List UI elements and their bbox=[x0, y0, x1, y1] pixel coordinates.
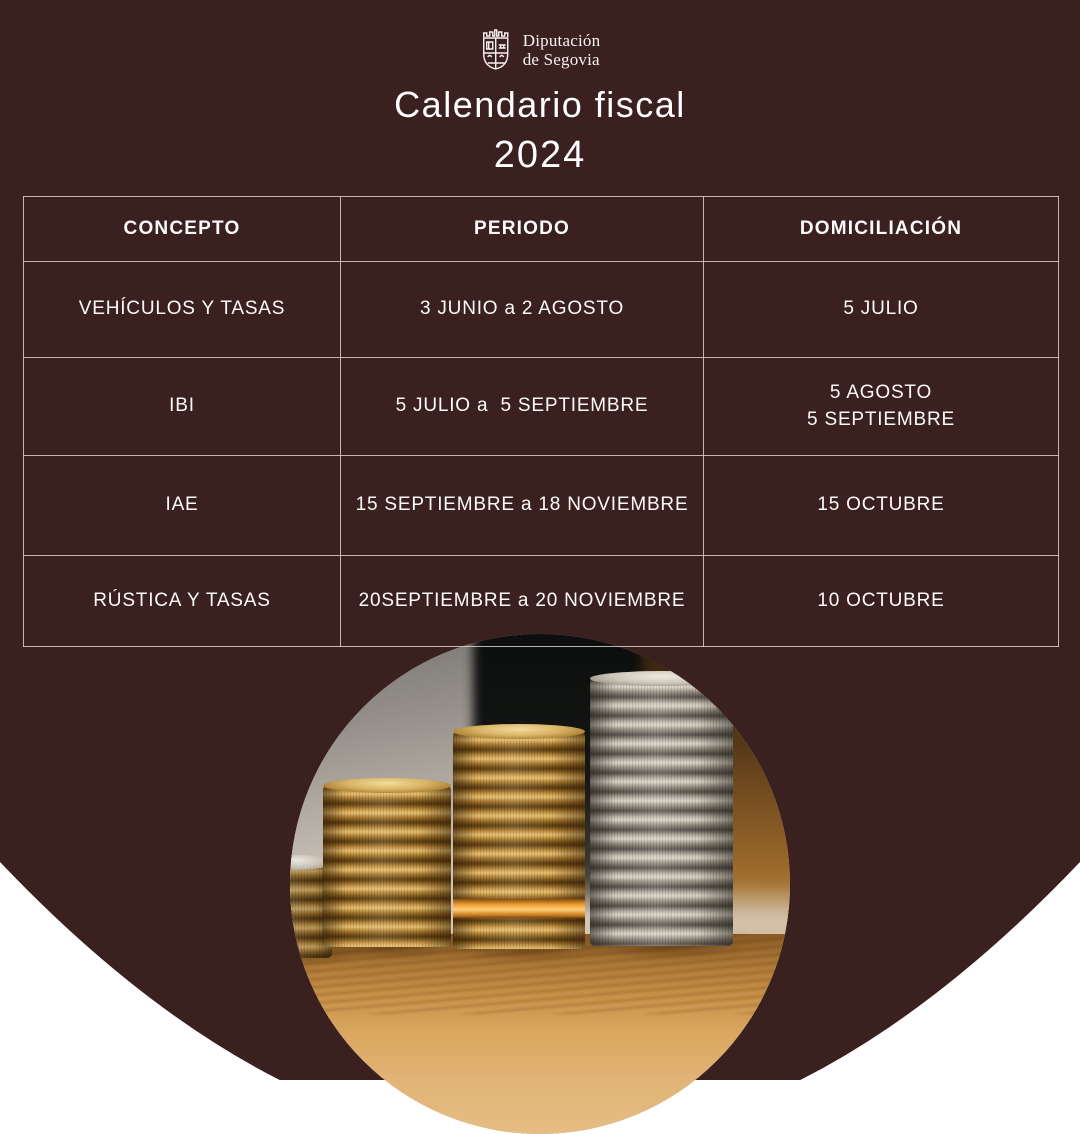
coin-stack-top bbox=[323, 778, 451, 793]
logo: Diputación de Segovia bbox=[480, 28, 601, 72]
coin-stack-body bbox=[290, 862, 332, 958]
cell-domiciliacion: 5 JULIO bbox=[703, 261, 1059, 358]
header-concepto: CONCEPTO bbox=[23, 196, 341, 262]
page-title-year: 2024 bbox=[493, 134, 587, 176]
cell-domiciliacion: 15 OCTUBRE bbox=[703, 455, 1059, 556]
coin-stack-far-left bbox=[290, 855, 332, 958]
page-title: Calendario fiscal bbox=[394, 84, 686, 125]
logo-text: Diputación de Segovia bbox=[523, 31, 601, 69]
coin-stack-top bbox=[590, 671, 733, 686]
cell-domiciliacion: 5 AGOSTO 5 SEPTIEMBRE bbox=[703, 357, 1059, 456]
table-header-row: CONCEPTO PERIODO DOMICILIACIÓN bbox=[23, 196, 1059, 262]
cell-periodo: 15 SEPTIEMBRE a 18 NOVIEMBRE bbox=[340, 455, 704, 556]
coin-stack-top bbox=[290, 855, 332, 870]
coins-photo bbox=[290, 634, 790, 1134]
table-row: VEHÍCULOS Y TASAS 3 JUNIO a 2 AGOSTO 5 J… bbox=[23, 261, 1059, 358]
logo-line1: Diputación bbox=[522, 31, 601, 50]
coin-stack-top bbox=[453, 724, 585, 739]
coin-stack-right-silver bbox=[590, 671, 733, 946]
coin-stack-body bbox=[590, 678, 733, 946]
cell-concepto: RÚSTICA Y TASAS bbox=[23, 555, 341, 647]
coin-stack-left bbox=[323, 778, 451, 947]
cell-concepto: IAE bbox=[23, 455, 341, 556]
coin-stack-body bbox=[323, 785, 451, 947]
cell-concepto: VEHÍCULOS Y TASAS bbox=[23, 261, 341, 358]
table-row: RÚSTICA Y TASAS 20SEPTIEMBRE a 20 NOVIEM… bbox=[23, 555, 1059, 647]
table-row: IBI 5 JULIO a 5 SEPTIEMBRE 5 AGOSTO 5 SE… bbox=[23, 357, 1059, 456]
coin-stack-middle bbox=[453, 724, 585, 949]
header-domiciliacion: DOMICILIACIÓN bbox=[703, 196, 1059, 262]
cell-concepto: IBI bbox=[23, 357, 341, 456]
cell-periodo: 20SEPTIEMBRE a 20 NOVIEMBRE bbox=[340, 555, 704, 647]
logo-line2: de Segovia bbox=[522, 50, 600, 69]
cell-periodo: 3 JUNIO a 2 AGOSTO bbox=[340, 261, 704, 358]
cell-domiciliacion: 10 OCTUBRE bbox=[703, 555, 1059, 647]
cell-periodo: 5 JULIO a 5 SEPTIEMBRE bbox=[340, 357, 704, 456]
table-row: IAE 15 SEPTIEMBRE a 18 NOVIEMBRE 15 OCTU… bbox=[23, 455, 1059, 556]
fiscal-calendar-table: CONCEPTO PERIODO DOMICILIACIÓN VEHÍCULOS… bbox=[23, 196, 1059, 647]
wood-table-surface bbox=[290, 934, 790, 1134]
diputacion-crest-icon bbox=[483, 29, 509, 70]
orange-coin-band bbox=[453, 899, 585, 918]
header-periodo: PERIODO bbox=[340, 196, 704, 262]
